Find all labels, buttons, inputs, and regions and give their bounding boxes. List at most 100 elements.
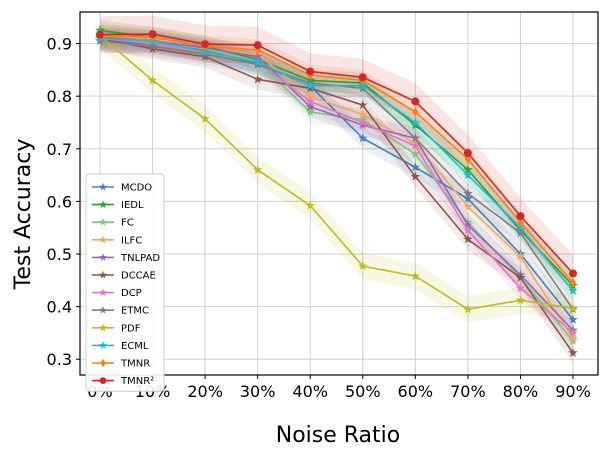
- legend-entry: ILFC: [92, 235, 142, 246]
- data-point: [515, 283, 526, 293]
- legend-entry: ECML: [92, 341, 149, 352]
- data-point: [516, 212, 525, 221]
- legend-entry: IEDL: [92, 200, 144, 211]
- data-point: [305, 106, 315, 116]
- data-point: [412, 107, 419, 117]
- legend-label: FC: [121, 218, 134, 229]
- data-point: [306, 67, 315, 76]
- legend-label: TMNR²: [120, 376, 154, 387]
- data-point: [305, 80, 315, 90]
- legend-label: ETMC: [121, 306, 149, 317]
- data-point: [252, 164, 263, 174]
- data-point: [463, 188, 473, 198]
- x-tick-label: 60%: [398, 382, 434, 401]
- data-point: [410, 117, 421, 127]
- data-point: [252, 56, 263, 67]
- data-point: [463, 225, 473, 235]
- legend-label: DCP: [121, 288, 142, 299]
- data-point: [98, 182, 108, 191]
- data-point: [98, 288, 108, 297]
- legend-entry: TNLPAD: [92, 253, 160, 264]
- data-point: [463, 148, 472, 157]
- legend-entry: FC: [92, 218, 134, 229]
- data-point: [463, 234, 473, 244]
- legend-entry: TMNR: [92, 359, 150, 370]
- data-point: [569, 269, 577, 278]
- data-point: [98, 323, 108, 332]
- data-point: [568, 327, 578, 337]
- y-tick-label: 0.7: [47, 140, 72, 159]
- data-point: [568, 335, 578, 345]
- data-point: [410, 171, 421, 181]
- data-point: [148, 30, 157, 39]
- data-point: [98, 217, 108, 226]
- y-tick-label: 0.5: [47, 245, 72, 264]
- legend-label: IEDL: [121, 200, 144, 211]
- x-tick-label: 90%: [555, 382, 591, 401]
- series-line: [99, 34, 574, 284]
- data-point: [200, 113, 210, 123]
- data-point: [515, 227, 526, 237]
- data-point: [98, 305, 108, 314]
- legend-label: MCDO: [121, 183, 152, 194]
- band-dccae: [100, 27, 573, 364]
- data-point: [463, 201, 473, 211]
- series-line: [99, 35, 574, 311]
- legend-entry: MCDO: [92, 183, 152, 194]
- legend-label: PDF: [121, 323, 141, 334]
- data-point: [358, 120, 368, 130]
- legend-entry: TMNR²: [92, 376, 154, 387]
- legend-label: TNLPAD: [120, 253, 160, 264]
- data-point: [358, 117, 368, 127]
- data-point: [515, 251, 526, 261]
- data-point: [568, 347, 578, 357]
- data-point: [568, 303, 578, 313]
- series-pdf: [95, 30, 578, 314]
- legend-label: DCCAE: [121, 271, 156, 282]
- x-tick-label: 40%: [292, 382, 328, 401]
- gridlines: [80, 12, 598, 375]
- y-tick-label: 0.9: [47, 35, 72, 54]
- data-point: [358, 100, 368, 110]
- plot-frame: [79, 11, 599, 376]
- y-tick-label: 0.4: [47, 298, 72, 317]
- x-tick-label: 20%: [187, 382, 223, 401]
- band-etmc: [100, 30, 573, 320]
- data-point: [463, 164, 473, 174]
- data-point: [515, 295, 526, 305]
- data-point: [410, 271, 421, 281]
- data-point: [147, 75, 158, 85]
- data-point: [98, 235, 108, 244]
- series-line: [99, 37, 574, 292]
- legend-box: [85, 173, 165, 392]
- legend-entry: PDF: [92, 323, 141, 334]
- data-point: [358, 133, 368, 143]
- data-point: [463, 220, 473, 230]
- x-tick-label: 50%: [345, 382, 381, 401]
- series-line: [99, 36, 574, 331]
- data-point: [410, 120, 421, 130]
- data-point: [464, 154, 472, 165]
- data-point: [98, 341, 108, 349]
- series-line: [99, 37, 574, 334]
- series-line: [99, 33, 574, 275]
- data-point: [515, 272, 526, 282]
- data-point: [568, 333, 578, 343]
- data-point: [252, 74, 263, 84]
- y-tick-label: 0.8: [47, 87, 72, 106]
- axes-frame: [79, 11, 599, 376]
- data-point: [96, 30, 104, 39]
- data-point: [252, 59, 263, 69]
- x-axis-title: Noise Ratio: [276, 423, 401, 448]
- y-tick-label: 0.3: [47, 350, 72, 369]
- data-point: [410, 162, 421, 172]
- data-point: [201, 40, 210, 49]
- data-point: [253, 41, 262, 50]
- data-point: [200, 49, 210, 59]
- legend-entry: DCCAE: [92, 271, 156, 282]
- series-lines: [95, 25, 578, 357]
- data-point: [147, 43, 158, 53]
- legend-entry: DCP: [92, 288, 142, 299]
- legend: MCDO IEDL FC ILFC TNLPAD DCCAE DCP ETMC PDF ECML T…: [85, 173, 165, 392]
- data-point: [98, 253, 108, 261]
